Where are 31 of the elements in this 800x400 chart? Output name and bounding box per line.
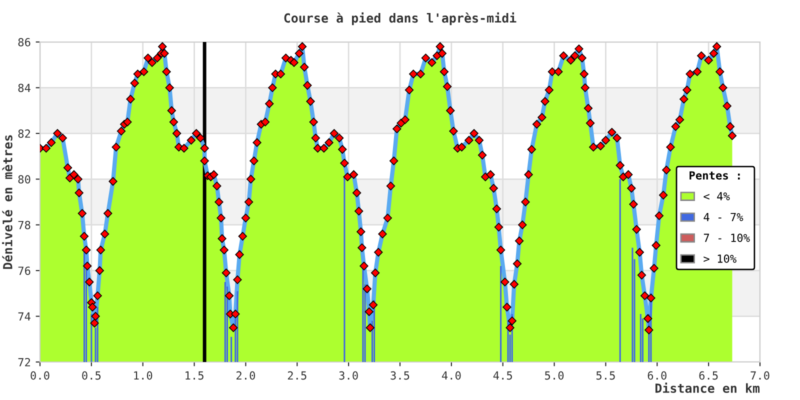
y-tick-label: 82 [18, 129, 30, 138]
x-tick-label: 2.5 [288, 371, 306, 380]
x-tick-label: 7.0 [750, 371, 770, 380]
x-tick-label: 4.0 [442, 371, 461, 380]
series-label: < 4% [704, 192, 730, 200]
x-tick-label: 0.0 [30, 371, 50, 380]
y-tick-label: 78 [18, 220, 30, 230]
chart-title: Course à pied dans l'après-midi [284, 12, 516, 26]
x-tick-label: 3.0 [339, 371, 358, 380]
x-tick-label: 3.5 [390, 371, 410, 380]
x-tick-label: 1.0 [134, 371, 152, 380]
y-tick-label: 76 [18, 266, 30, 275]
x-tick-label: 6.0 [648, 371, 666, 380]
x-tick-label: 0.5 [82, 371, 101, 380]
x-axis-title: Distance en km [655, 382, 760, 393]
x-tick-label: 5.5 [596, 371, 615, 380]
y-tick-label: 86 [18, 38, 30, 46]
y-tick-label: 74 [18, 312, 30, 321]
legend-label: 7 - 10% [704, 234, 750, 242]
y-tick-label: 72 [18, 358, 30, 366]
x-tick-label: 4.5 [493, 371, 512, 380]
legend-label: 4 - 7% [704, 212, 744, 222]
x-tick-label: 5.0 [545, 371, 564, 380]
legend-label: > 10% [704, 254, 736, 263]
x-tick-label: 2.0 [236, 371, 256, 380]
y-axis-title: Dénivelé en mètres [2, 135, 12, 269]
y-tick-label: 84 [18, 84, 30, 92]
x-tick-label: 6.5 [699, 371, 718, 380]
legend-title: Pentes : [690, 171, 740, 180]
y-tick-label: 80 [18, 175, 30, 184]
x-tick-label: 1.5 [186, 371, 204, 380]
